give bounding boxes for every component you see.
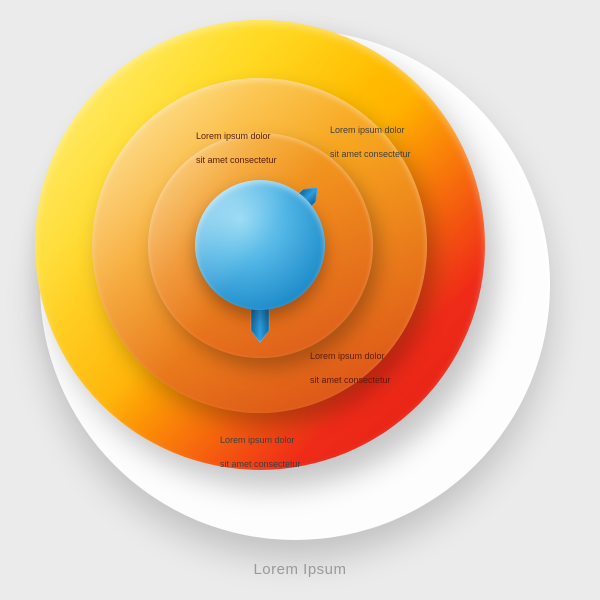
label-3-line2: sit amet consectetur: [220, 459, 301, 469]
label-4-line1: Lorem ipsum dolor: [330, 125, 405, 135]
label-4-line2: sit amet consectetur: [330, 149, 411, 159]
caption: Lorem Ipsum: [0, 562, 600, 577]
label-3-line1: Lorem ipsum dolor: [220, 435, 295, 445]
center-hub: [195, 180, 325, 310]
label-1-line2: sit amet consectetur: [196, 155, 277, 165]
infographic-stage: 1 2 3 4 Lorem ipsum dolor sit amet conse…: [0, 0, 600, 600]
label-3: Lorem ipsum dolor sit amet consectetur: [210, 422, 301, 483]
label-2-line2: sit amet consectetur: [310, 375, 391, 385]
label-1: Lorem ipsum dolor sit amet consectetur: [186, 118, 277, 179]
label-2: Lorem ipsum dolor sit amet consectetur: [300, 338, 391, 399]
label-1-line1: Lorem ipsum dolor: [196, 131, 271, 141]
label-2-line1: Lorem ipsum dolor: [310, 351, 385, 361]
label-4: Lorem ipsum dolor sit amet consectetur: [320, 112, 411, 173]
